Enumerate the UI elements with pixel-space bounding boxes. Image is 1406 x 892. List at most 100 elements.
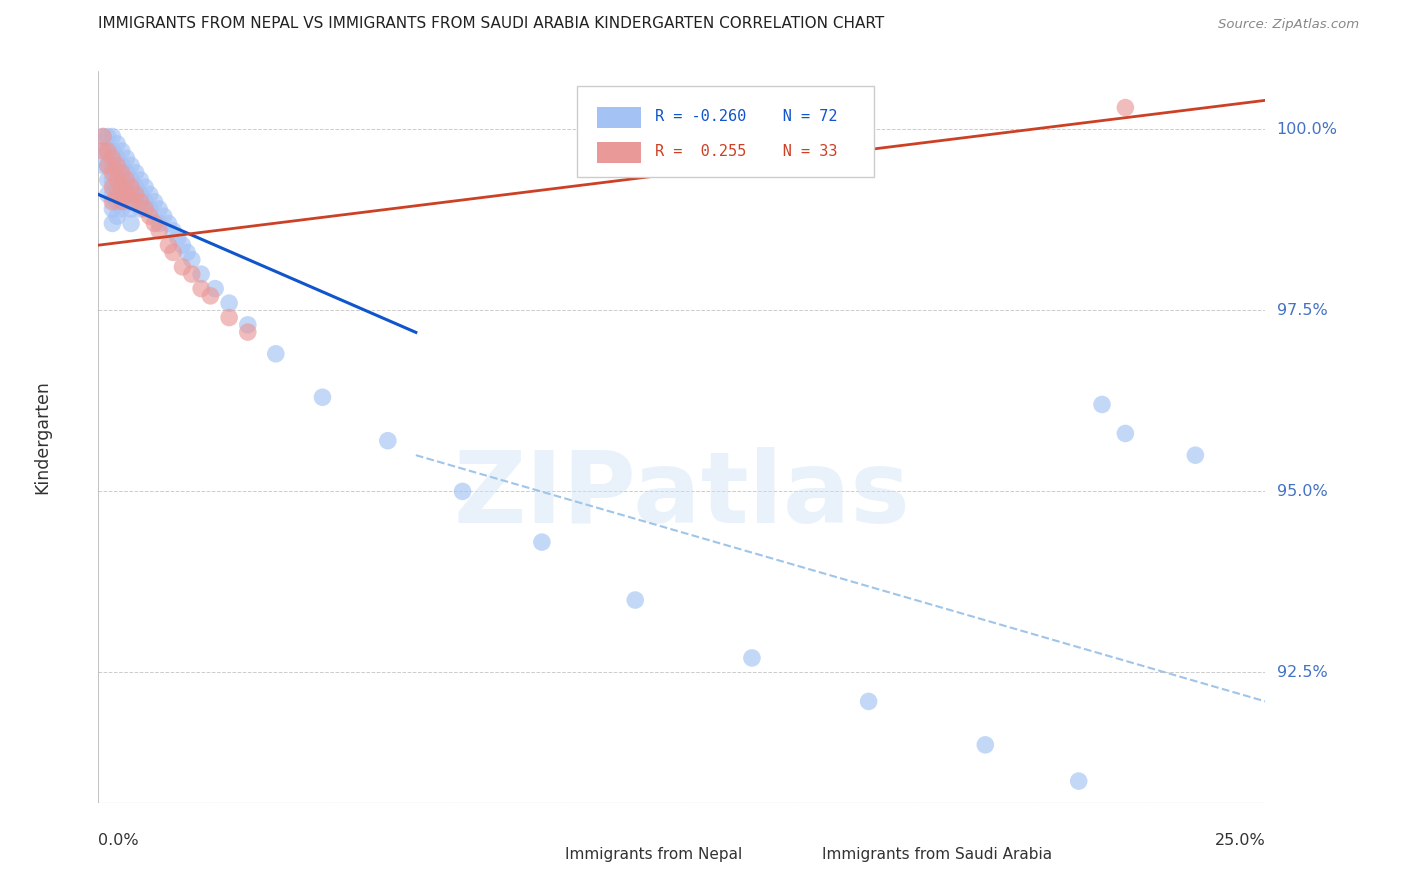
Point <box>166 231 188 245</box>
Point <box>858 694 880 708</box>
Point <box>200 289 222 303</box>
Point <box>115 187 138 202</box>
Point <box>101 187 124 202</box>
Point <box>134 180 156 194</box>
Point <box>157 238 180 252</box>
Point <box>148 224 170 238</box>
Point <box>111 180 134 194</box>
Point <box>152 209 174 223</box>
Point <box>101 202 124 216</box>
Point <box>111 159 134 173</box>
Point <box>176 245 198 260</box>
Point <box>125 180 148 194</box>
Point <box>115 180 138 194</box>
Point <box>105 187 128 202</box>
Point <box>530 535 553 549</box>
Point <box>190 282 212 296</box>
Point <box>129 173 152 187</box>
Text: 92.5%: 92.5% <box>1277 665 1327 680</box>
Point <box>105 159 128 173</box>
Point <box>111 187 134 202</box>
Point <box>134 202 156 216</box>
Point <box>97 129 120 144</box>
Point <box>974 738 997 752</box>
Point <box>91 129 114 144</box>
Point <box>111 166 134 180</box>
Point <box>236 318 259 332</box>
Point <box>311 390 333 404</box>
Point <box>172 238 194 252</box>
Point <box>105 194 128 209</box>
Point <box>101 144 124 158</box>
Point <box>115 151 138 165</box>
Point <box>97 187 120 202</box>
Text: 0.0%: 0.0% <box>98 833 139 848</box>
Point <box>218 310 240 325</box>
Point <box>105 136 128 151</box>
Point <box>101 129 124 144</box>
Point <box>97 173 120 187</box>
FancyBboxPatch shape <box>576 86 875 178</box>
Point <box>111 194 134 209</box>
Point <box>120 216 142 230</box>
Point <box>101 194 124 209</box>
Point <box>91 144 114 158</box>
Point <box>101 173 124 187</box>
Text: 100.0%: 100.0% <box>1277 122 1337 136</box>
Text: 97.5%: 97.5% <box>1277 303 1327 318</box>
Point <box>120 194 142 209</box>
Point <box>120 180 142 194</box>
Text: IMMIGRANTS FROM NEPAL VS IMMIGRANTS FROM SAUDI ARABIA KINDERGARTEN CORRELATION C: IMMIGRANTS FROM NEPAL VS IMMIGRANTS FROM… <box>98 16 884 31</box>
Text: Kindergarten: Kindergarten <box>34 380 52 494</box>
Circle shape <box>527 846 555 863</box>
Point <box>190 267 212 281</box>
Point <box>91 129 114 144</box>
Bar <box>596 143 641 163</box>
Point <box>180 267 202 281</box>
Point <box>162 224 184 238</box>
Point <box>101 216 124 230</box>
Point <box>120 202 142 216</box>
Text: Immigrants from Nepal: Immigrants from Nepal <box>565 847 742 862</box>
Point <box>129 194 152 209</box>
Point <box>139 209 162 223</box>
Point <box>624 593 647 607</box>
Point <box>105 180 128 194</box>
Point <box>111 173 134 187</box>
Point <box>91 144 114 158</box>
Point <box>451 484 474 499</box>
Point <box>148 202 170 216</box>
Point <box>1114 101 1136 115</box>
Point <box>105 173 128 187</box>
Point <box>115 173 138 187</box>
Point <box>120 187 142 202</box>
Point <box>139 187 162 202</box>
Point <box>129 202 152 216</box>
Point <box>105 166 128 180</box>
Point <box>125 194 148 209</box>
Point <box>264 347 287 361</box>
Point <box>148 216 170 230</box>
Text: R =  0.255    N = 33: R = 0.255 N = 33 <box>655 145 838 160</box>
Text: R = -0.260    N = 72: R = -0.260 N = 72 <box>655 109 838 124</box>
Point <box>101 180 124 194</box>
Point <box>139 202 162 216</box>
Point <box>97 144 120 158</box>
Point <box>101 151 124 165</box>
Circle shape <box>785 846 813 863</box>
Point <box>143 216 166 230</box>
Point <box>134 194 156 209</box>
Text: Immigrants from Saudi Arabia: Immigrants from Saudi Arabia <box>823 847 1052 862</box>
Point <box>125 187 148 202</box>
Point <box>204 282 226 296</box>
Point <box>162 245 184 260</box>
Point <box>1114 426 1136 441</box>
Point <box>91 159 114 173</box>
Point <box>236 325 259 339</box>
Point <box>1091 397 1114 411</box>
Point <box>1067 774 1090 789</box>
Point <box>120 173 142 187</box>
Point <box>105 151 128 165</box>
Bar <box>596 107 641 128</box>
Point <box>129 187 152 202</box>
